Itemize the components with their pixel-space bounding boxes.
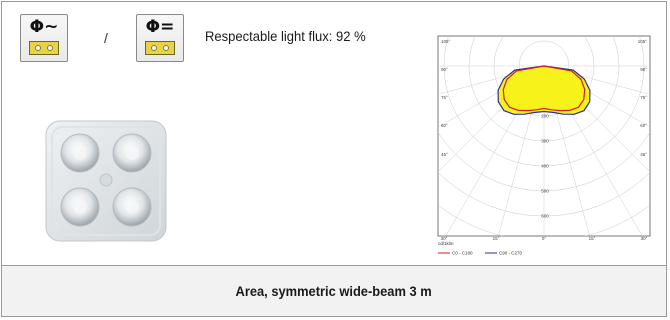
angle-label: 105° bbox=[638, 39, 648, 44]
lens-product-image bbox=[45, 120, 167, 242]
angle-label: 30° bbox=[641, 236, 648, 241]
radial-tick-label: 600 bbox=[541, 214, 549, 219]
angle-label: 45° bbox=[441, 152, 448, 157]
angle-label: 15° bbox=[589, 236, 596, 241]
angle-label: 60° bbox=[441, 123, 448, 128]
angle-label: 75° bbox=[441, 95, 448, 100]
angle-label: 30° bbox=[441, 236, 448, 241]
angle-label: 15° bbox=[493, 236, 500, 241]
ac-power-icon: Φ~ bbox=[20, 14, 68, 62]
grid-spoke bbox=[438, 65, 545, 95]
angle-label: 105° bbox=[441, 39, 451, 44]
light-flux-text: Respectable light flux: 92 % bbox=[205, 28, 366, 44]
legend-entry: C0 - C180 bbox=[452, 251, 473, 256]
dc-power-icon: Φ= bbox=[136, 14, 184, 62]
radial-tick-label: 500 bbox=[541, 189, 549, 194]
series-line bbox=[502, 65, 586, 112]
angle-label: 60° bbox=[640, 123, 647, 128]
radial-tick-label: 200 bbox=[541, 114, 549, 119]
plug-icon bbox=[29, 41, 59, 55]
series-line bbox=[497, 65, 591, 115]
dc-flux-symbol: Φ= bbox=[145, 17, 175, 37]
angle-label: 90° bbox=[441, 67, 448, 72]
separator-slash: / bbox=[104, 30, 108, 46]
footer-bar: Area, symmetric wide-beam 3 m bbox=[1, 266, 667, 317]
legend-entry: C90 - C270 bbox=[499, 251, 523, 256]
grid-spoke bbox=[543, 65, 650, 95]
radial-tick-label: 400 bbox=[541, 164, 549, 169]
angle-label: 45° bbox=[640, 152, 647, 157]
angle-label: 0° bbox=[542, 236, 547, 241]
angle-label: 75° bbox=[640, 95, 647, 100]
footer-title: Area, symmetric wide-beam 3 m bbox=[235, 283, 433, 299]
distribution-fill bbox=[498, 66, 590, 115]
plug-icon bbox=[145, 41, 175, 55]
polar-light-distribution-chart: 105° 90° 75° 60° 45° 105° 90° 75° 60° 45° 30° 15° 0°… bbox=[437, 35, 651, 256]
product-card: Φ~ / Φ= Respectable light flux: 92 % bbox=[1, 1, 667, 266]
angle-label: 90° bbox=[640, 67, 647, 72]
ac-flux-symbol: Φ~ bbox=[29, 17, 59, 37]
radial-tick-label: 300 bbox=[541, 139, 549, 144]
unit-label: cd/1klm bbox=[438, 241, 454, 246]
